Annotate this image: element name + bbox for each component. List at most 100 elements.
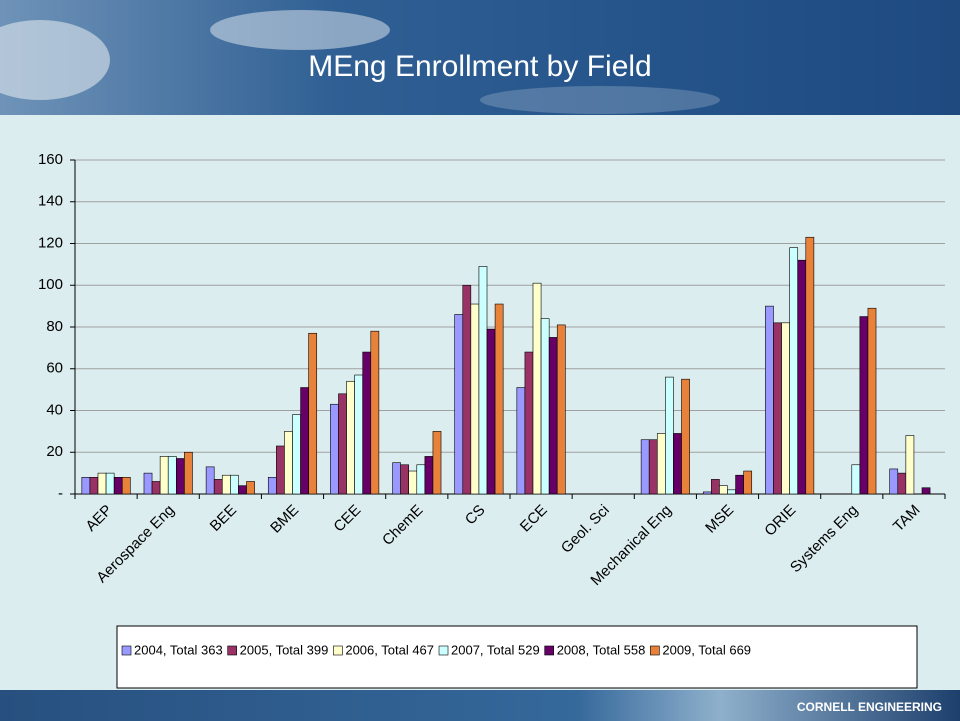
bar xyxy=(486,328,496,495)
bar xyxy=(548,337,558,495)
bar xyxy=(408,470,418,495)
cloud xyxy=(0,20,110,100)
bar xyxy=(532,282,542,495)
bar xyxy=(905,435,915,495)
bar xyxy=(81,476,91,495)
bar xyxy=(889,468,899,495)
bar xyxy=(151,481,161,495)
bar xyxy=(267,476,277,495)
bar xyxy=(392,462,401,495)
header-band xyxy=(0,0,960,115)
bar xyxy=(648,439,658,495)
bar xyxy=(743,470,753,495)
bar xyxy=(797,259,807,495)
y-tick-label: 80 xyxy=(46,318,63,335)
bar xyxy=(362,351,372,495)
legend-swatch xyxy=(227,645,237,656)
y-tick-label: - xyxy=(58,485,63,502)
bar xyxy=(184,451,193,495)
legend-label: 2009, Total 669 xyxy=(662,642,751,657)
bar xyxy=(640,439,650,495)
bar xyxy=(213,479,223,495)
bar xyxy=(276,445,285,495)
bar xyxy=(205,466,215,495)
bar xyxy=(432,431,442,495)
bar xyxy=(921,487,931,495)
bar xyxy=(470,303,480,495)
bar xyxy=(673,433,682,495)
bar xyxy=(167,456,177,495)
bar xyxy=(656,433,666,495)
bar xyxy=(556,324,566,495)
bar xyxy=(330,403,339,495)
bar xyxy=(765,305,774,495)
bar xyxy=(665,376,674,495)
bar xyxy=(300,387,309,495)
bar xyxy=(346,380,355,495)
legend-label: 2004, Total 363 xyxy=(134,642,223,657)
y-tick-label: 20 xyxy=(46,443,63,460)
bar xyxy=(478,266,488,495)
bar xyxy=(524,351,534,495)
legend-label: 2007, Total 529 xyxy=(451,642,540,657)
bar xyxy=(719,485,728,495)
bar xyxy=(113,476,123,495)
bar xyxy=(681,378,690,495)
bar xyxy=(121,476,131,495)
bar xyxy=(735,474,744,495)
cloud xyxy=(480,86,720,114)
bar xyxy=(711,479,720,495)
bar xyxy=(370,330,380,495)
bar xyxy=(516,387,526,495)
bar xyxy=(246,481,255,495)
bar xyxy=(494,303,504,495)
bar xyxy=(789,247,799,495)
bar xyxy=(230,474,239,495)
chart-title: MEng Enrollment by Field xyxy=(308,50,651,83)
bar xyxy=(805,236,815,495)
legend-box xyxy=(116,625,918,689)
legend-swatch xyxy=(650,645,660,656)
bar xyxy=(702,491,712,495)
bar xyxy=(416,464,426,495)
legend-label: 2008, Total 558 xyxy=(557,642,646,657)
bar xyxy=(105,472,115,495)
y-tick-label: 120 xyxy=(38,234,63,251)
bar xyxy=(781,322,790,495)
bar xyxy=(454,314,464,495)
y-tick-label: 60 xyxy=(46,360,63,377)
bar xyxy=(221,474,231,495)
legend-label: 2005, Total 399 xyxy=(240,642,329,657)
bar xyxy=(97,472,107,495)
bar xyxy=(175,458,185,495)
bar xyxy=(292,414,301,495)
bar xyxy=(89,476,99,495)
bar xyxy=(159,456,169,495)
legend-swatch xyxy=(544,645,554,656)
bar xyxy=(867,307,877,495)
y-tick-label: 160 xyxy=(38,151,63,168)
legend-swatch xyxy=(121,645,132,656)
bar xyxy=(859,316,869,495)
bar xyxy=(424,456,434,495)
bar xyxy=(338,393,347,495)
y-tick-label: 40 xyxy=(46,401,63,418)
footer-band xyxy=(0,690,960,721)
bar xyxy=(773,322,782,495)
bar xyxy=(851,464,861,495)
bar xyxy=(462,284,472,495)
bar xyxy=(727,489,736,495)
legend-swatch xyxy=(333,645,343,656)
footer-text: CORNELL ENGINEERING xyxy=(797,700,942,714)
bar xyxy=(354,374,364,495)
y-tick-label: 100 xyxy=(38,276,63,293)
cloud xyxy=(210,10,390,50)
bar xyxy=(238,485,247,495)
legend-swatch xyxy=(438,645,449,656)
bar xyxy=(897,472,907,495)
legend-label: 2006, Total 467 xyxy=(345,642,434,657)
bar xyxy=(284,431,293,495)
bar xyxy=(308,332,318,495)
y-tick-label: 140 xyxy=(38,193,63,210)
